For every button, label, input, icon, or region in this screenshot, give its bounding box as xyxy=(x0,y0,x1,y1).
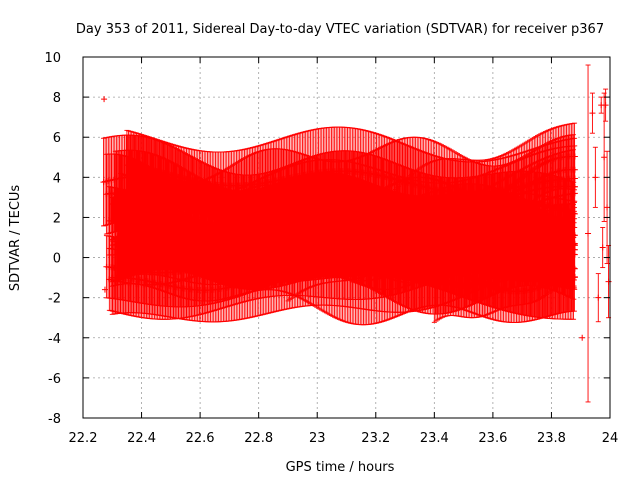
sdtvar-chart: 22.222.422.622.82323.223.423.623.824-8-6… xyxy=(0,0,640,480)
chart-svg: 22.222.422.622.82323.223.423.623.824-8-6… xyxy=(0,0,640,480)
